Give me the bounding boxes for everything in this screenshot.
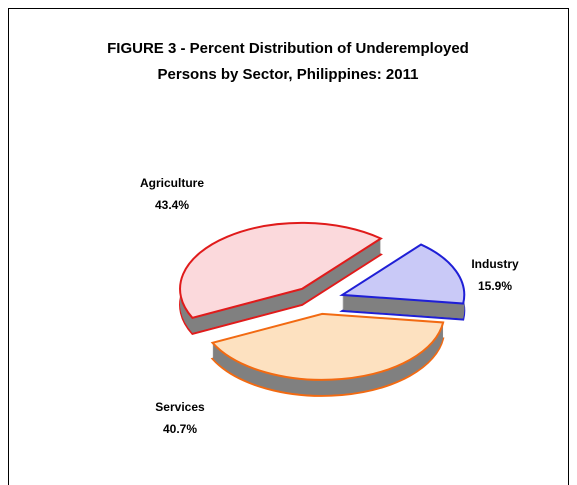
slice-value-label: 43.4%: [155, 198, 189, 212]
pie-slice: [210, 312, 445, 381]
pie-slice: [179, 221, 383, 319]
pie-slice: [339, 243, 466, 305]
slice-label: Industry: [471, 257, 519, 271]
slice-label: Services: [155, 400, 205, 414]
chart-title: FIGURE 3 - Percent Distribution of Under…: [107, 40, 469, 83]
slice-value-label: 15.9%: [478, 279, 512, 293]
chart-frame: [8, 8, 569, 485]
slice-value-label: 40.7%: [163, 422, 197, 436]
slice-label: Agriculture: [140, 176, 204, 190]
